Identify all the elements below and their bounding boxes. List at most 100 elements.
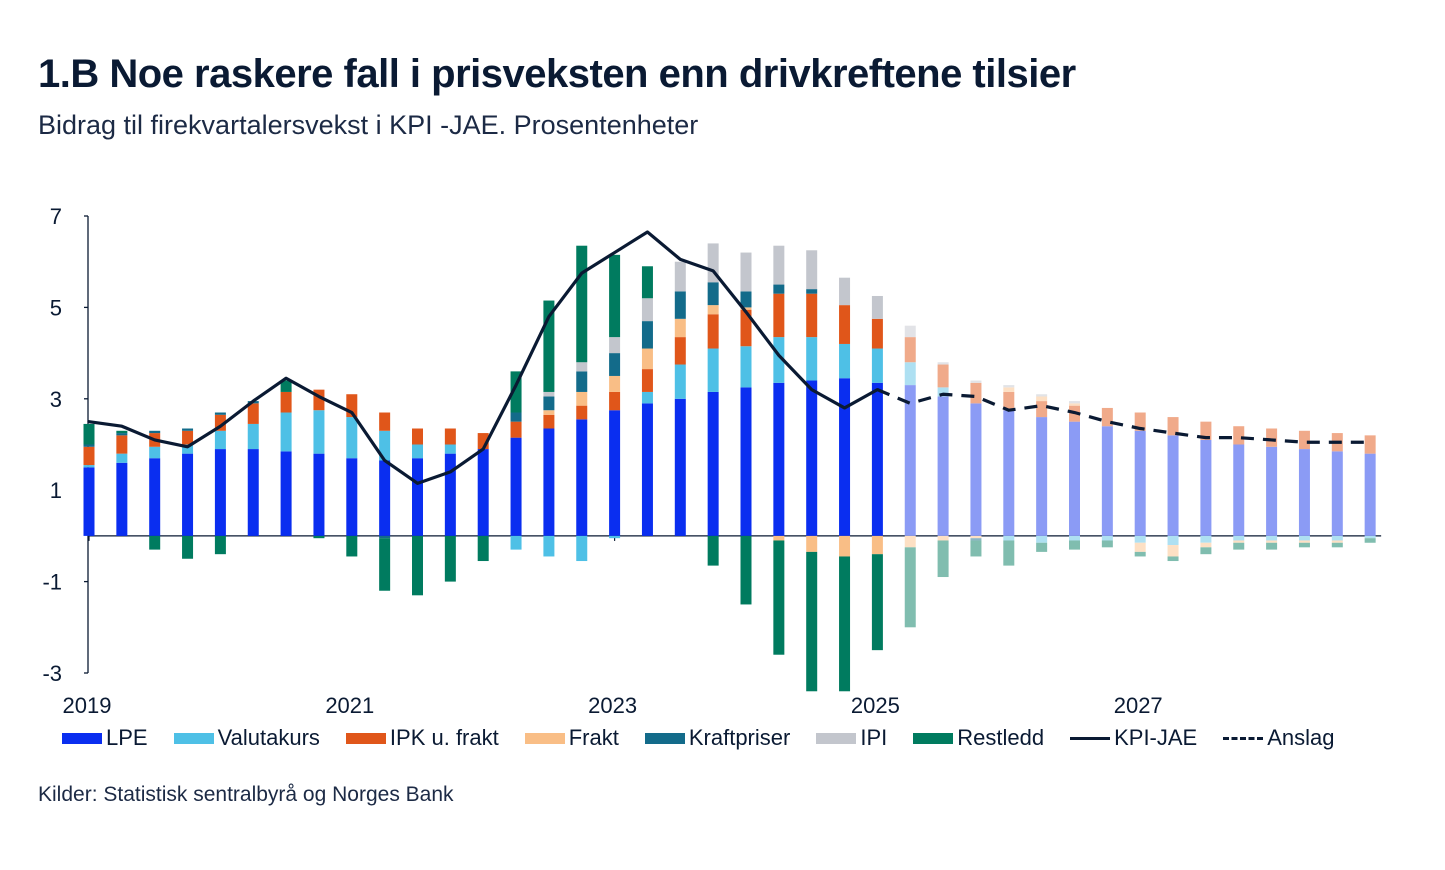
bar-segment-valutakurs bbox=[444, 444, 456, 454]
bar-segment-valutakurs bbox=[280, 412, 292, 452]
x-tick-label: 2019 bbox=[63, 693, 112, 718]
bar-segment-ipi bbox=[871, 295, 883, 319]
bar-segment-valutakurs bbox=[937, 387, 949, 397]
bar-segment-valutakurs bbox=[806, 337, 818, 381]
legend-label-kraftpriser: Kraftpriser bbox=[688, 725, 791, 750]
x-tick-label: 2027 bbox=[1114, 693, 1163, 718]
bar-segment-ipi bbox=[641, 298, 653, 322]
bar-segment-kraftpriser bbox=[674, 291, 686, 319]
bar-segment-lpe bbox=[1364, 453, 1376, 536]
legend-item-kraftpriser: Kraftpriser bbox=[644, 725, 791, 751]
bar-segment-lpe bbox=[871, 382, 883, 536]
bar-segment-lpe bbox=[149, 458, 161, 536]
bar-segment-restledd bbox=[1298, 542, 1310, 548]
bar-segment-valutakurs bbox=[1266, 535, 1278, 541]
bar-segment-valutakurs bbox=[1134, 535, 1146, 543]
bar-segment-ipk-u-frakt bbox=[510, 421, 522, 438]
bar-segment-kraftpriser bbox=[806, 289, 818, 294]
bar-segment-valutakurs bbox=[576, 535, 588, 562]
bar-segment-lpe bbox=[970, 403, 982, 536]
bar-segment-lpe bbox=[1036, 417, 1048, 536]
bar-segment-kraftpriser bbox=[641, 321, 653, 349]
bar-segment-frakt bbox=[1003, 387, 1015, 392]
legend-swatch-kraftpriser bbox=[644, 732, 685, 744]
bar-segment-kraftpriser bbox=[609, 353, 621, 376]
bar-segment-restledd bbox=[871, 554, 883, 651]
bar-segment-restledd bbox=[1069, 540, 1080, 550]
bar-segment-ipk-u-frakt bbox=[576, 405, 588, 420]
bar-segment-ipk-u-frakt bbox=[116, 435, 128, 454]
bar-segment-valutakurs bbox=[1200, 535, 1212, 543]
bar-segment-lpe bbox=[1298, 449, 1310, 536]
bar-segment-restledd bbox=[477, 535, 489, 562]
bar-segment-valutakurs bbox=[1331, 535, 1343, 541]
bar-segment-restledd bbox=[444, 535, 456, 582]
bar-segment-valutakurs bbox=[543, 535, 555, 557]
bar-segment-ipi bbox=[674, 261, 686, 292]
bar-segment-ipk-u-frakt bbox=[970, 382, 982, 404]
bar-segment-valutakurs bbox=[674, 364, 686, 399]
bar-segment-valutakurs bbox=[1167, 535, 1179, 546]
bar-segment-valutakurs bbox=[182, 444, 194, 454]
bar-segment-ipk-u-frakt bbox=[1200, 421, 1212, 440]
bar-segment-ipk-u-frakt bbox=[806, 293, 818, 338]
bar-segment-valutakurs bbox=[313, 410, 325, 454]
legend-label-lpe: LPE bbox=[106, 725, 148, 750]
legend-label-frakt: Frakt bbox=[568, 725, 619, 750]
bar-segment-restledd bbox=[773, 540, 785, 655]
bar-segment-kraftpriser bbox=[970, 538, 982, 541]
bar-segment-valutakurs bbox=[116, 453, 128, 463]
bar-segment-valutakurs bbox=[1003, 535, 1015, 541]
bar-segment-lpe bbox=[1167, 435, 1179, 536]
bar-segment-ipi bbox=[1069, 401, 1080, 404]
bar-segment-frakt bbox=[576, 391, 588, 406]
bar-segment-restledd bbox=[83, 423, 95, 445]
bar-segment-frakt bbox=[806, 535, 818, 552]
bar-segment-ipi bbox=[937, 362, 949, 365]
bar-segment-ipk-u-frakt bbox=[1134, 412, 1146, 431]
bar-segment-ipk-u-frakt bbox=[379, 412, 391, 431]
bar-segment-ipk-u-frakt bbox=[641, 369, 653, 392]
bar-segment-lpe bbox=[280, 451, 292, 536]
bar-segment-valutakurs bbox=[707, 348, 719, 392]
bar-segment-valutakurs bbox=[740, 346, 752, 388]
bar-segment-lpe bbox=[313, 453, 325, 536]
chart-title: 1.B Noe raskere fall i prisveksten enn d… bbox=[38, 52, 1076, 96]
bar-segment-lpe bbox=[1331, 451, 1343, 536]
bar-segment-restledd bbox=[904, 547, 916, 628]
bar-segment-kraftpriser bbox=[214, 412, 226, 415]
bar-segment-frakt bbox=[740, 307, 752, 310]
bar-segment-lpe bbox=[740, 387, 752, 536]
bar-segment-ipk-u-frakt bbox=[1036, 401, 1048, 418]
y-tick-label: 3 bbox=[50, 387, 62, 412]
bar-segment-lpe bbox=[904, 385, 916, 536]
legend-swatch-lpe bbox=[62, 732, 102, 744]
bar-segment-lpe bbox=[477, 449, 489, 536]
x-tick-label: 2021 bbox=[325, 693, 374, 718]
y-tick-label: -3 bbox=[42, 661, 62, 686]
legend-swatch-restledd bbox=[913, 732, 954, 744]
legend-line-anslag bbox=[1223, 736, 1264, 740]
y-tick-label: -1 bbox=[42, 570, 62, 595]
bar-segment-valutakurs bbox=[773, 337, 785, 383]
bar-segment-lpe bbox=[641, 403, 653, 536]
bar-segment-kraftpriser bbox=[83, 444, 95, 447]
bar-segment-frakt bbox=[1298, 540, 1310, 543]
bar-segment-valutakurs bbox=[641, 391, 653, 404]
bar-segment-lpe bbox=[773, 382, 785, 536]
legend-label-valutakurs: Valutakurs bbox=[217, 725, 320, 750]
legend-label-ipi: IPI bbox=[860, 725, 888, 750]
bar-segment-lpe bbox=[609, 410, 621, 536]
bar-segment-frakt bbox=[904, 535, 916, 548]
bar-segment-ipi bbox=[609, 337, 621, 354]
legend: LPE Valutakurs IPK u. frakt Frakt Kraftp… bbox=[62, 724, 1361, 752]
legend-label-anslag: Anslag bbox=[1267, 725, 1335, 750]
line-anslag bbox=[876, 388, 1371, 444]
bar-segment-lpe bbox=[247, 449, 259, 536]
bar-segment-frakt bbox=[839, 535, 851, 557]
bar-segment-ipi bbox=[773, 245, 785, 285]
bar-segment-lpe bbox=[346, 458, 358, 536]
bar-segment-lpe bbox=[576, 419, 588, 536]
bar-segment-restledd bbox=[1266, 542, 1278, 550]
bar-segment-ipk-u-frakt bbox=[214, 414, 226, 431]
